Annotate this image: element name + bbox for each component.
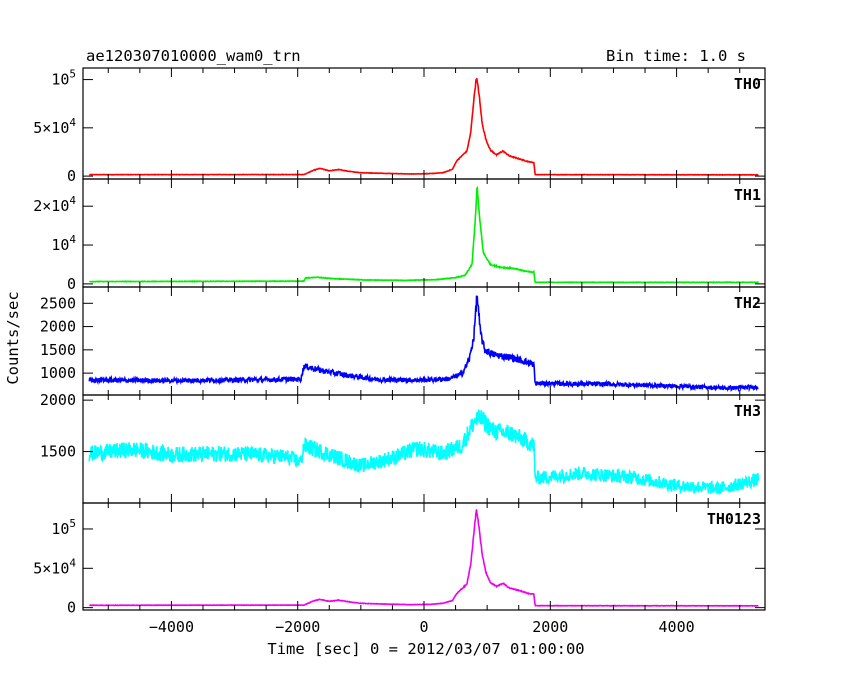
y-tick-label: 5×104 bbox=[33, 556, 76, 577]
y-tick-label: 1500 bbox=[40, 341, 76, 359]
y-tick-label: 104 bbox=[51, 233, 76, 254]
panel-name-label: TH1 bbox=[734, 186, 761, 204]
y-tick-label-exponent: 4 bbox=[69, 194, 76, 207]
y-tick-label: 1500 bbox=[40, 443, 76, 461]
x-axis-label: Time [sec] 0 = 2012/03/07 01:00:00 bbox=[267, 640, 584, 658]
panel-th0123: 0 5×104 105 TH0123 bbox=[33, 502, 766, 617]
panel-name-label: TH2 bbox=[734, 294, 761, 312]
series-line-th3 bbox=[88, 409, 760, 495]
y-tick-label: 2000 bbox=[40, 318, 76, 336]
y-tick-label: 0 bbox=[67, 275, 76, 293]
panel-name-label: TH3 bbox=[734, 402, 761, 420]
y-tick-label: 2×104 bbox=[33, 194, 76, 215]
series-line-th2 bbox=[88, 295, 759, 393]
panel-name-label: TH0 bbox=[734, 75, 761, 93]
y-tick-label: 2000 bbox=[40, 391, 76, 409]
panel-frame bbox=[82, 178, 766, 288]
panel-th3: 1500 2000 TH3 bbox=[40, 391, 766, 504]
panel-th1: 0 104 2×104 TH1 bbox=[33, 178, 766, 293]
bin-time-label: Bin time: 1.0 s bbox=[606, 47, 746, 65]
y-tick-label-exponent: 5 bbox=[69, 68, 76, 81]
y-tick-label: 105 bbox=[51, 517, 76, 538]
y-tick-label: 0 bbox=[67, 167, 76, 185]
series-line-th0123 bbox=[89, 509, 759, 607]
y-tick-label: 105 bbox=[51, 68, 76, 89]
y-tick-label: 5×104 bbox=[33, 116, 76, 137]
series-line-th0 bbox=[89, 77, 759, 177]
chart-title: ae120307010000_wam0_trn bbox=[86, 47, 301, 65]
series-line-th1 bbox=[89, 185, 759, 284]
x-tick-label: 2000 bbox=[532, 618, 568, 636]
y-tick-label-exponent: 5 bbox=[69, 517, 76, 530]
y-tick-label-exponent: 4 bbox=[69, 556, 76, 569]
y-axis-label: Counts/sec bbox=[4, 291, 22, 384]
panel-frame bbox=[82, 502, 766, 611]
panel-frame bbox=[82, 67, 766, 180]
x-tick-label: 0 bbox=[419, 618, 428, 636]
panels: 0 5×104 105 TH0 0 104 2×104 TH1 1000 1500 2000 2500… bbox=[33, 67, 766, 636]
y-tick-label-exponent: 4 bbox=[69, 116, 76, 129]
y-tick-label: 1000 bbox=[40, 364, 76, 382]
x-tick-label: −4000 bbox=[149, 618, 194, 636]
x-tick-label: −2000 bbox=[275, 618, 320, 636]
panel-th0: 0 5×104 105 TH0 bbox=[33, 67, 766, 185]
panel-th2: 1000 1500 2000 2500 TH2 bbox=[40, 286, 766, 396]
y-tick-label: 0 bbox=[67, 599, 76, 617]
y-tick-label: 2500 bbox=[40, 294, 76, 312]
panel-name-label: TH0123 bbox=[707, 510, 761, 528]
x-tick-label: 4000 bbox=[659, 618, 695, 636]
y-tick-label-exponent: 4 bbox=[69, 233, 76, 246]
